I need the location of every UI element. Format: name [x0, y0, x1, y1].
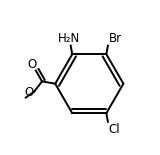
- Text: Cl: Cl: [109, 123, 120, 135]
- Text: O: O: [24, 86, 33, 99]
- Text: O: O: [27, 58, 37, 71]
- Text: Br: Br: [109, 32, 122, 45]
- Text: H₂N: H₂N: [58, 32, 80, 45]
